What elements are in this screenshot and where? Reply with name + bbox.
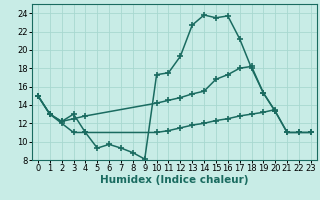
X-axis label: Humidex (Indice chaleur): Humidex (Indice chaleur): [100, 175, 249, 185]
